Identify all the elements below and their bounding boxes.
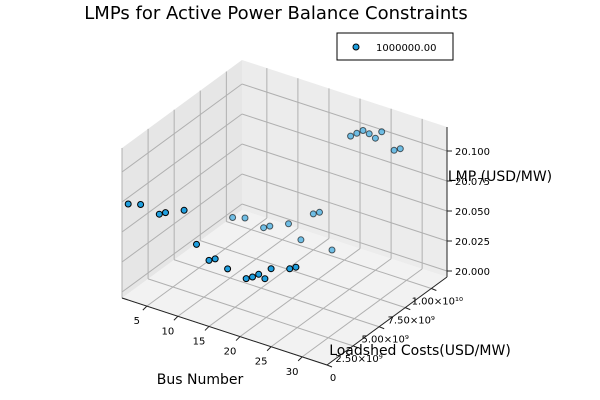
z-gridline	[121, 83, 243, 173]
z-gridline	[121, 173, 243, 263]
scatter-point	[255, 270, 263, 278]
x-gridline	[270, 258, 392, 348]
scatter-point	[390, 146, 398, 154]
scatter-point	[241, 214, 249, 222]
x-tick-mark	[173, 315, 179, 321]
scatter-point	[286, 265, 294, 273]
x-tick-mark	[142, 305, 148, 311]
scatter-point	[224, 265, 232, 273]
grid-lines	[121, 68, 448, 366]
y-tick-label: 2.50×10⁹	[335, 354, 382, 365]
scatter-point	[249, 273, 256, 281]
left-wall-pane	[122, 60, 242, 298]
scatter-point	[316, 208, 323, 216]
tick-marks: 5 10 15 20 25 30 0 2.50×10⁹ 5.00×10⁹ 7.50×10⁹ 1.00…	[134, 147, 490, 384]
scatter-point	[261, 275, 269, 283]
scatter-point	[297, 236, 305, 244]
z-gridline	[121, 203, 243, 293]
x-tick-label: 30	[286, 367, 299, 378]
x-tick-label: 5	[134, 316, 140, 327]
y-gridline	[200, 240, 406, 309]
x-tick-label: 10	[162, 326, 175, 337]
scatter-point	[124, 200, 132, 208]
z-gridline	[241, 143, 448, 212]
z-gridline	[241, 203, 448, 272]
y-tick-label: 0	[330, 373, 336, 384]
back-wall-pane	[242, 60, 447, 277]
x-gridline	[177, 227, 299, 317]
x-tick-mark	[266, 346, 272, 352]
scatter-point	[396, 145, 404, 153]
scatter-point	[180, 206, 188, 214]
y-tick-mark	[326, 364, 333, 368]
scatter-point	[347, 132, 355, 140]
scatter-point	[211, 255, 219, 263]
legend-marker	[352, 43, 360, 51]
y-gridline	[226, 221, 432, 289]
scatter-point	[162, 209, 169, 217]
x-tick-label: 15	[193, 336, 206, 347]
z-tick-label: 20.050	[455, 207, 490, 218]
y-tick-mark	[378, 326, 385, 330]
y-axis-line	[326, 276, 448, 366]
x-gridline	[208, 238, 330, 327]
y-tick-mark	[352, 345, 359, 349]
y-tick-label: 7.50×10⁹	[388, 316, 435, 327]
x-tick-label: 25	[255, 357, 268, 368]
z-tick-label: 20.075	[455, 177, 490, 188]
z-tick-label: 20.025	[455, 237, 490, 248]
x-gridline	[301, 268, 423, 358]
legend-label: 1000000.00	[376, 43, 436, 54]
z-gridline	[121, 143, 243, 233]
scatter-point	[371, 134, 379, 142]
scatter-point	[309, 210, 317, 218]
x-tick-label: 20	[224, 347, 237, 358]
x-gridline	[239, 248, 361, 337]
floor-pane	[122, 210, 447, 365]
scatter-point	[260, 224, 268, 232]
z-gridline	[121, 113, 243, 203]
x-axis-label: Bus Number	[157, 372, 244, 388]
scatter-point	[328, 246, 336, 254]
z-tick-label: 20.100	[455, 147, 490, 158]
z-axis-label: LMP (USD/MW)	[448, 169, 552, 185]
z-gridline	[241, 173, 448, 242]
scatter-point	[359, 127, 367, 134]
x-tick-mark	[204, 326, 210, 331]
scatter-point	[353, 129, 361, 137]
x-axis-line	[121, 297, 328, 366]
scatter-point	[137, 201, 145, 208]
scatter-point	[205, 256, 213, 264]
x-tick-mark	[297, 356, 303, 362]
y-tick-label: 1.00×10¹⁰	[412, 296, 463, 307]
y-tick-mark	[431, 288, 437, 291]
scatter-point	[229, 214, 237, 221]
z-tick-label: 20.000	[455, 267, 490, 278]
x-tick-mark	[235, 336, 241, 341]
scatter-point	[242, 275, 250, 283]
z-gridline	[241, 83, 448, 152]
y-tick-label: 5.00×10⁹	[361, 335, 408, 346]
scatter-point	[285, 220, 292, 228]
legend: 1000000.00	[336, 32, 454, 61]
scatter-point	[266, 222, 274, 230]
scatter-point	[267, 265, 275, 273]
scatter-point	[292, 263, 300, 271]
axis-panes	[122, 60, 447, 365]
scatter-point	[193, 240, 200, 248]
axis-frame	[121, 127, 448, 366]
y-axis-label: Loadshed Costs(USD/MW)	[329, 343, 511, 359]
y-gridline	[174, 259, 380, 328]
y-tick-mark	[405, 307, 411, 311]
chart-title: LMPs for Active Power Balance Constraint…	[84, 3, 467, 24]
scatter-point	[365, 130, 373, 138]
z-gridline	[241, 113, 448, 182]
y-gridline	[147, 278, 354, 347]
scatter-point	[155, 210, 163, 218]
data-points	[124, 127, 404, 283]
scatter-point	[378, 128, 386, 136]
